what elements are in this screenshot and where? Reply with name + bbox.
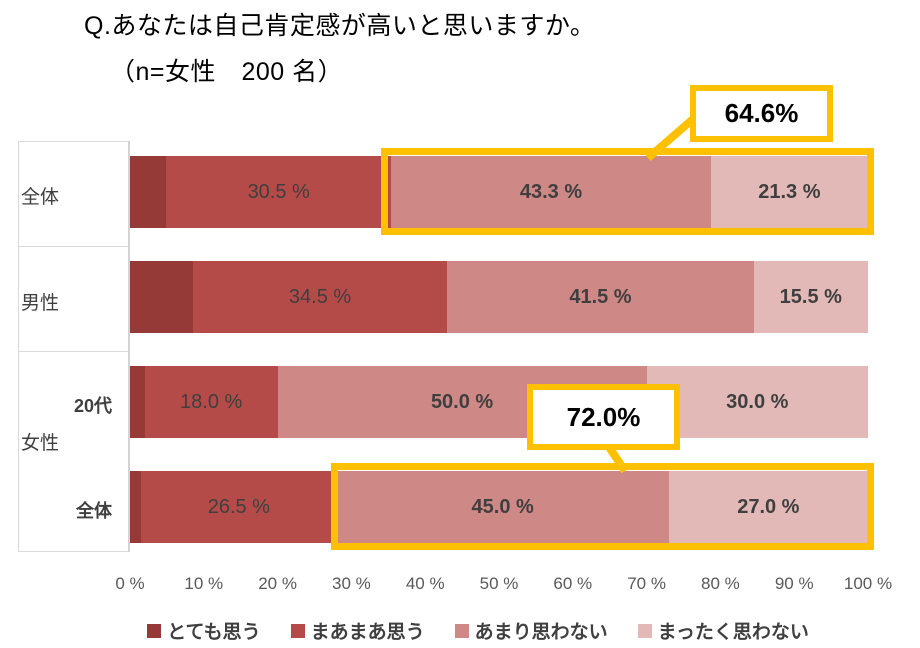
bar-segment-row2-series1: 18.0 %: [144, 366, 278, 438]
category-label-josei-zentai: 全体: [76, 501, 112, 521]
x-axis-tick-label: 50 %: [479, 574, 519, 593]
legend-item-3: まったく思わない: [637, 617, 809, 644]
legend-swatch-icon: [147, 623, 162, 638]
callout-72-0: 72.0%: [527, 384, 680, 450]
x-axis-tick-label: 40 %: [405, 574, 445, 593]
bar-segment-row2-series0: [130, 366, 145, 438]
bar-segment-row0-series2: 43.3 %: [391, 156, 711, 228]
legend-label: あまり思わない: [474, 622, 608, 643]
chart-legend: とても思う まあまあ思う あまり思わない まったく思わない: [36, 617, 920, 644]
data-label: 21.3 %: [758, 180, 821, 203]
bar-segment-row1-series0: [130, 261, 193, 333]
bar-row-3: 26.5 % 45.0 % 27.0 %: [130, 471, 868, 543]
legend-label: まったく思わない: [657, 622, 809, 643]
legend-swatch-icon: [637, 623, 652, 638]
bar-segment-row2-series3: 30.0 %: [646, 366, 868, 438]
x-axis-tick-label: 90 %: [774, 574, 814, 593]
data-label: 50.0 %: [430, 390, 494, 413]
x-axis-tick-label: 60 %: [553, 574, 593, 593]
label-column-divider: [18, 351, 129, 352]
legend-item-0: とても思う: [147, 617, 261, 644]
legend-swatch-icon: [454, 623, 469, 638]
category-axis-line: [128, 141, 130, 552]
legend-item-2: あまり思わない: [454, 617, 608, 644]
x-axis-tick-label: 30 %: [332, 574, 371, 593]
x-axis-tick-label: 80 %: [701, 574, 740, 593]
bar-segment-row1-series2: 41.5 %: [447, 261, 754, 333]
bar-segment-row1-series1: 34.5 %: [192, 261, 448, 333]
data-label: 18.0 %: [180, 390, 243, 413]
data-label: 15.5 %: [779, 285, 842, 308]
bar-segment-row3-series2: 45.0 %: [336, 471, 669, 543]
category-label-dansei: 男性: [21, 293, 60, 314]
bar-segment-row3-series3: 27.0 %: [668, 471, 868, 543]
legend-swatch-icon: [290, 623, 305, 638]
label-column-divider: [18, 141, 129, 142]
x-axis-tick-label: 20 %: [258, 574, 297, 593]
bar-row-2: 18.0 % 50.0 % 30.0 %: [130, 366, 868, 438]
label-column-divider: [18, 246, 129, 247]
label-column-left-line: [18, 141, 19, 552]
legend-item-1: まあまあ思う: [290, 617, 425, 644]
data-label: 30.0 %: [726, 390, 789, 413]
label-column-divider: [18, 551, 129, 552]
bar-segment-row3-series1: 26.5 %: [141, 471, 337, 543]
bar-row-0: 30.5 % 43.3 % 21.3 %: [130, 156, 868, 228]
chart-subtitle: （n=女性 200 名）: [110, 58, 344, 86]
data-label: 26.5 %: [207, 495, 270, 518]
category-label-zentai: 全体: [21, 187, 60, 208]
x-axis-tick-label: 0 %: [115, 574, 145, 593]
legend-label: とても思う: [167, 622, 261, 643]
bar-segment-row3-series0: [130, 471, 142, 543]
x-axis-tick-label: 100 %: [843, 574, 893, 593]
data-label: 45.0 %: [471, 495, 534, 518]
data-label: 30.5 %: [247, 180, 310, 203]
legend-label: まあまあ思う: [310, 622, 425, 643]
bar-segment-row0-series0: [130, 156, 167, 228]
callout-64-6: 64.6%: [690, 85, 833, 142]
x-axis-tick-label: 10 %: [184, 574, 224, 593]
data-label: 34.5 %: [288, 285, 352, 308]
bar-segment-row1-series3: 15.5 %: [753, 261, 868, 333]
x-axis-tick-label: 70 %: [627, 574, 666, 593]
category-label-josei-20dai: 20代: [73, 396, 112, 416]
data-label: 27.0 %: [737, 495, 800, 518]
bar-segment-row0-series3: 21.3 %: [710, 156, 868, 228]
category-group-label-josei: 女性: [21, 433, 60, 454]
chart-title: Q.あなたは自己肯定感が高いと思いますか。: [84, 12, 596, 40]
bar-segment-row0-series1: 30.5 %: [166, 156, 392, 228]
data-label: 41.5 %: [569, 285, 632, 308]
data-label: 43.3 %: [519, 180, 583, 203]
bar-row-1: 34.5 % 41.5 % 15.5 %: [130, 261, 868, 333]
